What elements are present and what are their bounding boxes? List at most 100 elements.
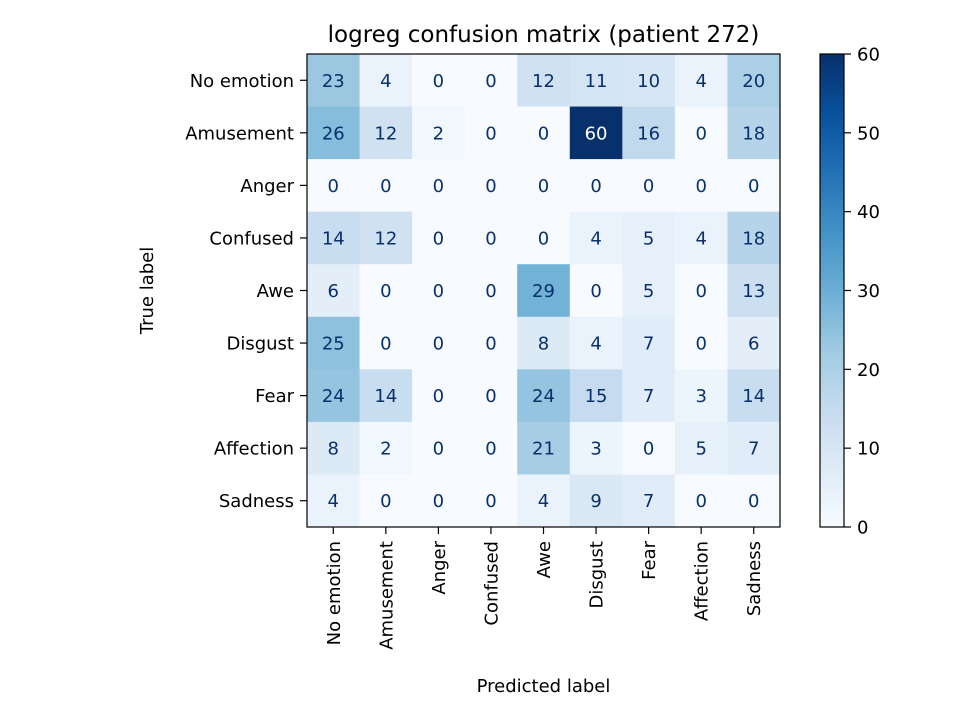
heatmap-cell bbox=[727, 474, 781, 528]
y-tick-label: Disgust bbox=[226, 334, 294, 355]
heatmap-cell bbox=[464, 159, 518, 213]
colorbar-tick-label: 20 bbox=[857, 360, 880, 381]
heatmap-cell bbox=[569, 54, 623, 108]
heatmap-cell bbox=[517, 421, 571, 475]
heatmap-cell bbox=[622, 421, 676, 475]
heatmap-cell bbox=[359, 474, 413, 528]
cell-value-label: 5 bbox=[643, 281, 654, 302]
y-tick-label: Awe bbox=[257, 281, 294, 302]
heatmap-cell bbox=[517, 159, 571, 213]
cell-value-label: 21 bbox=[532, 439, 555, 460]
cell-value-label: 0 bbox=[643, 439, 654, 460]
cell-value-label: 15 bbox=[585, 386, 608, 407]
cell-value-label: 14 bbox=[742, 386, 765, 407]
heatmap-cell bbox=[517, 211, 571, 265]
x-axis-ticks: No emotion Amusement Anger Confused Awe Disgu… bbox=[324, 527, 765, 650]
heatmap-cell bbox=[464, 474, 518, 528]
y-tick-label: Confused bbox=[209, 228, 294, 249]
heatmap-cell bbox=[359, 54, 413, 108]
y-tick-label: No emotion bbox=[190, 71, 294, 92]
cell-value-label: 0 bbox=[380, 281, 391, 302]
heatmap-cell bbox=[674, 474, 728, 528]
heatmap-cell bbox=[727, 106, 781, 160]
cell-value-label: 0 bbox=[433, 176, 444, 197]
cell-value-label: 7 bbox=[748, 439, 759, 460]
cell-value-label: 0 bbox=[485, 176, 496, 197]
cell-value-label: 2 bbox=[380, 439, 391, 460]
cell-value-label: 18 bbox=[742, 228, 765, 249]
cell-value-label: 4 bbox=[590, 228, 601, 249]
colorbar-ticks: 0 10 20 30 40 50 60 bbox=[844, 45, 880, 539]
heatmap-cell bbox=[517, 54, 571, 108]
cell-value-label: 14 bbox=[374, 386, 397, 407]
heatmap-cell bbox=[622, 211, 676, 265]
cell-value-label: 5 bbox=[643, 228, 654, 249]
cell-value-label: 0 bbox=[485, 281, 496, 302]
cell-value-label: 24 bbox=[532, 386, 555, 407]
x-tick-label: Amusement bbox=[376, 541, 397, 650]
heatmap-cell bbox=[622, 159, 676, 213]
y-tick-label: Anger bbox=[240, 176, 294, 197]
heatmap-cell bbox=[359, 159, 413, 213]
cell-value-label: 4 bbox=[380, 71, 391, 92]
cell-value-label: 4 bbox=[328, 491, 339, 512]
cell-value-label: 0 bbox=[433, 228, 444, 249]
cell-value-label: 0 bbox=[485, 334, 496, 355]
heatmap-cell bbox=[674, 54, 728, 108]
heatmap-cell bbox=[622, 264, 676, 318]
x-tick-label: Affection bbox=[692, 541, 713, 621]
cell-value-label: 0 bbox=[433, 386, 444, 407]
heatmap-cell bbox=[307, 474, 361, 528]
heatmap-cell bbox=[569, 421, 623, 475]
cell-value-label: 0 bbox=[643, 176, 654, 197]
cell-value-label: 0 bbox=[485, 228, 496, 249]
cell-value-label: 4 bbox=[695, 228, 706, 249]
heatmap-cell bbox=[727, 369, 781, 423]
cell-value-label: 4 bbox=[695, 71, 706, 92]
cell-value-label: 12 bbox=[374, 228, 397, 249]
heatmap-cell bbox=[727, 316, 781, 370]
cell-value-label: 0 bbox=[538, 176, 549, 197]
heatmap-cell bbox=[727, 421, 781, 475]
x-axis-label: Predicted label bbox=[477, 676, 611, 697]
cell-value-label: 0 bbox=[748, 491, 759, 512]
heatmap-cell bbox=[464, 54, 518, 108]
cell-value-label: 0 bbox=[380, 334, 391, 355]
cell-value-label: 0 bbox=[433, 439, 444, 460]
heatmap-cell bbox=[622, 369, 676, 423]
heatmap-cell bbox=[727, 211, 781, 265]
cell-value-label: 23 bbox=[322, 71, 345, 92]
heatmap-cells bbox=[307, 54, 781, 528]
cell-value-label: 0 bbox=[380, 491, 391, 512]
cell-value-label: 24 bbox=[322, 386, 345, 407]
x-tick-label: Confused bbox=[481, 541, 502, 626]
x-tick-label: No emotion bbox=[324, 541, 345, 645]
cell-value-label: 16 bbox=[637, 123, 660, 144]
cell-value-label: 0 bbox=[695, 176, 706, 197]
heatmap-cell bbox=[569, 474, 623, 528]
heatmap-cell bbox=[569, 264, 623, 318]
heatmap-cell bbox=[464, 264, 518, 318]
cell-value-label: 0 bbox=[538, 228, 549, 249]
heatmap-cell bbox=[569, 211, 623, 265]
cell-value-label: 0 bbox=[433, 334, 444, 355]
cell-value-label: 0 bbox=[590, 176, 601, 197]
cell-value-label: 26 bbox=[322, 123, 345, 144]
heatmap-cell bbox=[727, 159, 781, 213]
heatmap-cell bbox=[412, 159, 466, 213]
cell-value-label: 0 bbox=[695, 281, 706, 302]
heatmap-cell bbox=[622, 54, 676, 108]
heatmap-cell bbox=[622, 316, 676, 370]
heatmap-cell bbox=[359, 421, 413, 475]
colorbar-tick-label: 50 bbox=[857, 123, 880, 144]
heatmap-cell bbox=[359, 211, 413, 265]
cell-value-label: 18 bbox=[742, 123, 765, 144]
cell-value-label: 7 bbox=[643, 386, 654, 407]
heatmap-cell bbox=[517, 316, 571, 370]
x-tick-label: Anger bbox=[429, 540, 450, 594]
cell-value-label: 0 bbox=[748, 176, 759, 197]
heatmap-cell bbox=[517, 106, 571, 160]
x-tick-label: Sadness bbox=[744, 541, 765, 616]
heatmap-cell bbox=[674, 211, 728, 265]
